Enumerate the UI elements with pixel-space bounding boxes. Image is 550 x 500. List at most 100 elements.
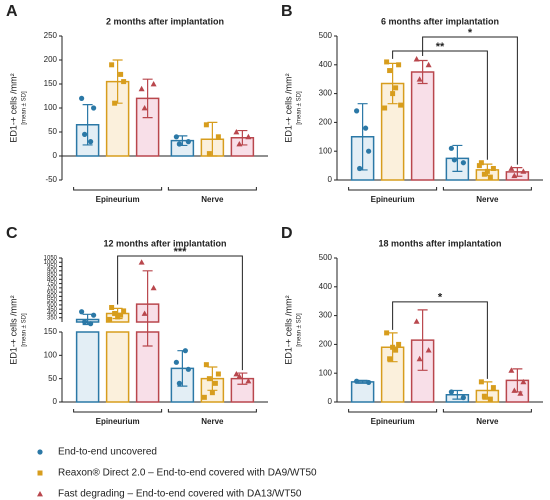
point (109, 304, 115, 310)
panel: A 2 months after implantation ED1-+ cells … (6, 3, 268, 204)
point (185, 139, 191, 145)
error-bar (452, 144, 463, 172)
point (121, 79, 127, 85)
point (384, 330, 390, 336)
y-tick-label: 950 (47, 264, 58, 270)
point (478, 379, 484, 385)
y-tick-label: 650 (47, 290, 58, 296)
point (215, 134, 221, 140)
y-tick-label: 300 (319, 311, 333, 320)
point (201, 394, 207, 400)
bar (135, 97, 160, 157)
point (366, 148, 372, 154)
point (91, 105, 97, 111)
point (460, 160, 466, 166)
y-tick-label: 0 (53, 397, 58, 406)
error-bar (82, 104, 93, 146)
y-tick-label: 500 (47, 303, 58, 309)
y-axis-label: ED1-+ cells /mm² (283, 73, 293, 142)
point (236, 373, 243, 379)
y-tick-label: 200 (44, 55, 58, 64)
y-tick-label: 400 (319, 282, 333, 291)
point (413, 56, 420, 62)
bar (135, 303, 160, 403)
group-bracket (73, 187, 163, 191)
bar (230, 377, 255, 403)
group-label: Nerve (201, 417, 224, 426)
point (511, 172, 518, 179)
significance-label: ** (436, 41, 445, 53)
error-bar (142, 270, 153, 347)
point (363, 125, 369, 131)
y-tick-label: 400 (319, 60, 333, 69)
point (490, 385, 496, 391)
chart-title: 12 months after implantation (103, 238, 226, 248)
point (79, 95, 85, 101)
point (206, 376, 212, 382)
point (384, 59, 390, 65)
y-tick-label: 800 (47, 277, 58, 283)
point (112, 100, 118, 106)
group-label: Nerve (201, 195, 224, 204)
panel-letter: A (6, 3, 18, 20)
point (233, 129, 240, 135)
point (520, 168, 527, 174)
y-tick-label: 450 (47, 307, 58, 313)
y-axis-note: [mean ± SD] (22, 91, 28, 125)
point (366, 379, 372, 386)
group-bracket (348, 409, 438, 413)
y-tick-label: 0 (328, 175, 333, 184)
group-bracket (167, 409, 257, 413)
point (487, 174, 493, 180)
point (203, 122, 209, 128)
significance-label: *** (174, 246, 188, 258)
point (478, 160, 484, 166)
y-axis-note: [mean ± SD] (297, 91, 303, 125)
point (206, 151, 212, 157)
error-bar (417, 59, 428, 85)
error-bar (452, 389, 463, 400)
panel-letter: B (281, 3, 293, 20)
point (138, 259, 145, 265)
point (448, 145, 454, 151)
y-tick-label: 200 (319, 340, 333, 349)
point (425, 61, 432, 68)
point (484, 168, 490, 174)
y-tick-label: 150 (44, 79, 58, 88)
group-label: Epineurium (96, 417, 140, 426)
point (233, 371, 240, 377)
point (37, 470, 43, 476)
point (354, 108, 360, 114)
point (203, 362, 209, 368)
point (176, 141, 182, 147)
point (212, 380, 218, 386)
point (182, 348, 188, 354)
y-tick-label: 850 (47, 273, 58, 279)
group-bracket (442, 187, 532, 191)
point (393, 85, 399, 91)
y-tick-label: 150 (44, 327, 58, 336)
point (508, 165, 515, 171)
point (387, 68, 393, 74)
error-bar (387, 62, 398, 105)
point (112, 310, 118, 316)
y-tick-label: 900 (47, 268, 58, 274)
y-axis-label: ED1-+ cells /mm² (8, 295, 18, 364)
point (115, 314, 121, 320)
y-axis-label: ED1-+ cells /mm² (283, 295, 293, 364)
legend-label: Reaxon® Direct 2.0 – End-to-end covered … (58, 468, 317, 479)
point (354, 378, 360, 384)
point (245, 378, 252, 384)
significance-bracket (117, 255, 243, 371)
y-tick-label: 350 (47, 315, 58, 321)
point (476, 163, 482, 169)
point (37, 491, 43, 497)
group-label: Nerve (476, 417, 499, 426)
bar (410, 71, 435, 181)
point (88, 139, 94, 145)
y-tick-label: 100 (44, 103, 58, 112)
point (82, 131, 88, 137)
point (393, 347, 399, 353)
point (245, 133, 252, 140)
